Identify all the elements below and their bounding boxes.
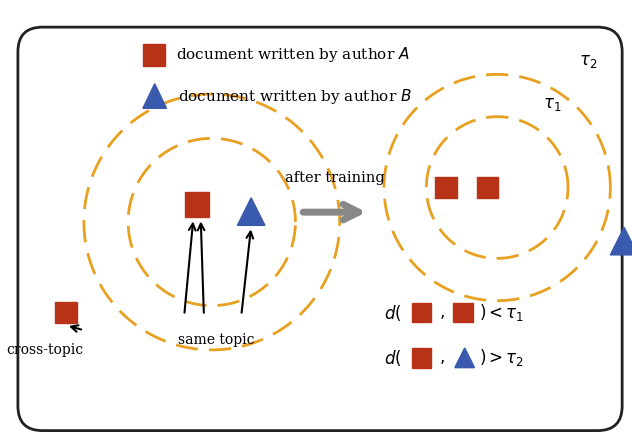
Polygon shape <box>611 227 632 255</box>
Bar <box>185 192 209 217</box>
Text: $,$: $,$ <box>439 304 445 321</box>
Text: cross-topic: cross-topic <box>6 343 83 357</box>
Text: document written by author $B$: document written by author $B$ <box>178 87 412 106</box>
Polygon shape <box>455 348 475 368</box>
Bar <box>453 303 473 322</box>
Bar <box>477 177 498 198</box>
Text: $) < \tau_1$: $) < \tau_1$ <box>480 302 525 323</box>
Bar <box>411 303 431 322</box>
Text: after training: after training <box>285 171 385 185</box>
Bar <box>435 177 457 198</box>
Polygon shape <box>143 84 166 108</box>
Text: $\tau_1$: $\tau_1$ <box>544 96 562 113</box>
Bar <box>143 44 164 65</box>
Text: $d($: $d($ <box>384 302 402 323</box>
Bar <box>56 302 77 324</box>
FancyBboxPatch shape <box>18 27 622 431</box>
Text: $) > \tau_2$: $) > \tau_2$ <box>480 347 525 368</box>
Text: $\tau_2$: $\tau_2$ <box>579 53 597 70</box>
Text: document written by author $A$: document written by author $A$ <box>176 45 410 64</box>
Bar <box>411 348 431 368</box>
Text: $,$: $,$ <box>439 349 445 366</box>
Text: same topic: same topic <box>178 333 255 347</box>
Polygon shape <box>238 198 265 225</box>
Text: $d($: $d($ <box>384 348 402 368</box>
